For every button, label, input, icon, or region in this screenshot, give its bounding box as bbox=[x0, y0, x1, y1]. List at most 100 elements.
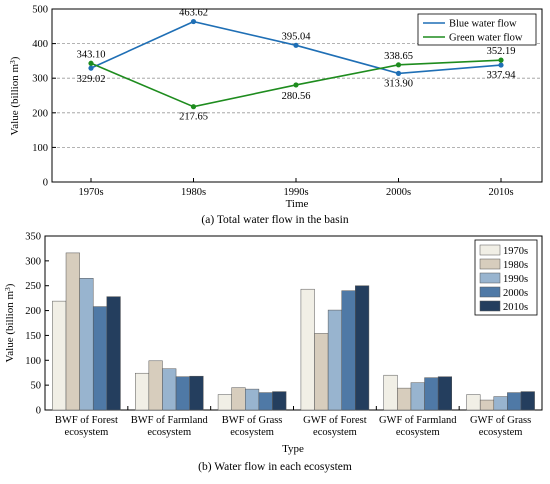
chart-b-caption: (b) Water flow in each ecosystem bbox=[198, 461, 352, 473]
y-tick-label: 150 bbox=[25, 331, 41, 342]
bar bbox=[258, 392, 273, 411]
bar bbox=[245, 388, 260, 411]
chart-b-x-axis-label: Type bbox=[282, 443, 304, 455]
legend-label: Blue water flow bbox=[449, 19, 517, 30]
chart-a-legend: Blue water flow Green water flow bbox=[417, 13, 537, 46]
x-tick-label: BWF of Grass bbox=[222, 415, 283, 426]
x-tick-label: ecosystem bbox=[65, 427, 109, 438]
bar bbox=[92, 306, 108, 411]
bar bbox=[272, 391, 287, 411]
data-point bbox=[88, 60, 94, 66]
bar bbox=[314, 333, 329, 411]
data-point bbox=[88, 65, 94, 71]
bar bbox=[520, 391, 535, 411]
data-label: 280.56 bbox=[282, 91, 311, 102]
bar bbox=[79, 278, 94, 411]
data-label: 217.65 bbox=[179, 112, 208, 123]
data-label: 338.65 bbox=[384, 51, 413, 62]
bar bbox=[189, 375, 204, 411]
chart-a-y-ticks: 0 100 200 300 400 500 bbox=[32, 5, 56, 189]
bar bbox=[327, 309, 342, 411]
legend-swatch bbox=[479, 272, 501, 284]
chart-b-legend: 1970s 1980s 1990s 2000s 2010s bbox=[474, 239, 538, 316]
chart-a-plot-area bbox=[51, 8, 543, 183]
legend-label: 1990s bbox=[503, 274, 528, 285]
data-point bbox=[395, 70, 402, 76]
x-tick-label: 1970s bbox=[78, 187, 103, 198]
data-label: 343.10 bbox=[77, 49, 106, 60]
legend-swatch bbox=[479, 258, 501, 270]
x-tick-label: 1990s bbox=[283, 187, 308, 198]
chart-a-legend-box bbox=[417, 13, 537, 46]
bar bbox=[341, 290, 356, 411]
bar bbox=[383, 374, 398, 411]
x-tick-label: BWF of Farmland bbox=[131, 415, 209, 426]
y-tick-label: 0 bbox=[43, 178, 48, 189]
y-tick-label: 50 bbox=[31, 381, 42, 392]
bar bbox=[355, 285, 370, 411]
chart-b-y-ticks: 0 50 100 150 200 250 300 350 bbox=[25, 232, 49, 417]
legend-label: 1970s bbox=[503, 246, 528, 257]
data-point bbox=[190, 18, 197, 25]
bar bbox=[217, 394, 232, 411]
data-label: 352.19 bbox=[487, 46, 516, 57]
data-point bbox=[395, 62, 402, 68]
data-label: 313.90 bbox=[384, 78, 413, 89]
x-tick-label: GWF of Forest bbox=[303, 415, 367, 426]
data-label: 329.02 bbox=[77, 74, 106, 85]
bar bbox=[410, 382, 425, 411]
chart-a-x-ticks: 1970s 1980s 1990s 2000s 2010s bbox=[78, 178, 514, 198]
x-tick-label: ecosystem bbox=[479, 427, 523, 438]
y-tick-label: 200 bbox=[32, 108, 48, 119]
chart-a-caption: (a) Total water flow in the basin bbox=[201, 214, 348, 226]
bar bbox=[148, 360, 163, 411]
bar bbox=[106, 296, 121, 411]
data-point bbox=[293, 42, 299, 48]
x-tick-label: ecosystem bbox=[147, 427, 191, 438]
data-point bbox=[293, 82, 299, 88]
x-tick-label: ecosystem bbox=[396, 427, 440, 438]
bar bbox=[507, 392, 522, 411]
bar bbox=[300, 288, 315, 411]
x-tick-label: ecosystem bbox=[230, 427, 274, 438]
legend-swatch bbox=[479, 300, 501, 312]
bar bbox=[135, 372, 150, 411]
bar bbox=[175, 376, 190, 411]
x-tick-label: GWF of Grass bbox=[470, 415, 531, 426]
bar bbox=[162, 368, 177, 411]
chart-a-x-axis-label: Time bbox=[286, 198, 309, 210]
bar bbox=[424, 377, 439, 411]
data-label: 395.04 bbox=[282, 31, 312, 42]
legend-label: 2010s bbox=[503, 302, 528, 313]
y-tick-label: 350 bbox=[25, 232, 41, 243]
bar bbox=[493, 396, 508, 411]
bar bbox=[65, 252, 80, 411]
y-tick-label: 300 bbox=[25, 256, 41, 267]
y-tick-label: 100 bbox=[32, 143, 48, 154]
x-tick-label: 1980s bbox=[181, 187, 206, 198]
bar bbox=[397, 387, 412, 411]
data-label: 463.62 bbox=[179, 8, 208, 19]
y-tick-label: 200 bbox=[25, 306, 41, 317]
legend-label: 2000s bbox=[503, 288, 528, 299]
x-tick-label: 2010s bbox=[488, 187, 513, 198]
chart-b-y-axis-label: Value (billion m3) bbox=[3, 283, 16, 362]
data-point bbox=[498, 57, 504, 63]
y-tick-label: 300 bbox=[32, 74, 48, 85]
x-tick-label: GWF of Farmland bbox=[379, 415, 457, 426]
y-tick-label: 100 bbox=[25, 356, 41, 367]
x-tick-label: BWF of Forest bbox=[55, 415, 118, 426]
y-tick-label: 250 bbox=[25, 281, 41, 292]
x-tick-label: ecosystem bbox=[313, 427, 357, 438]
bar bbox=[231, 387, 246, 411]
bar bbox=[52, 300, 67, 411]
bar bbox=[479, 399, 495, 411]
bar bbox=[437, 376, 452, 411]
chart-b-bars bbox=[52, 252, 535, 411]
data-label: 337.94 bbox=[487, 70, 517, 81]
y-tick-label: 500 bbox=[32, 5, 48, 16]
legend-swatch bbox=[479, 286, 501, 298]
